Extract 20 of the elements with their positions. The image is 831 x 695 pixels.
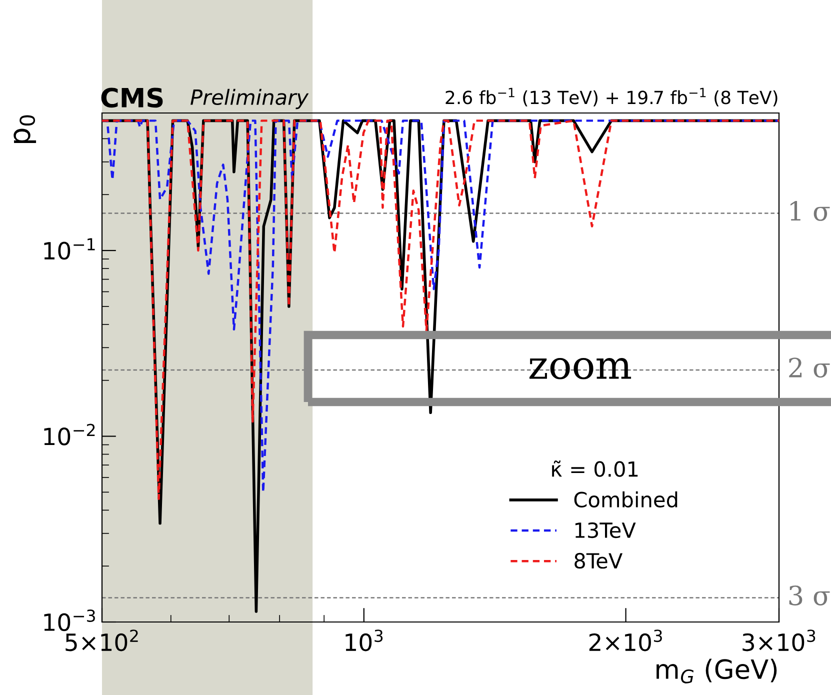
chart-title: CMS xyxy=(101,88,163,108)
y-axis-title: p$_{0}$ xyxy=(14,115,36,144)
y-tick-label: 10$^{−1}$ xyxy=(44,238,95,260)
legend-label: 8TeV xyxy=(574,552,622,569)
ref-line-label: 1 σ xyxy=(790,200,830,221)
x-tick-label: 5×10$^{2}$ xyxy=(66,630,138,652)
y-tick-label: 10$^{−2}$ xyxy=(44,424,95,446)
legend-title: κ̃ = 0.01 xyxy=(552,460,638,477)
x-axis-title: m$_{G}$ (GeV) xyxy=(656,658,777,684)
y-tick-label: 10$^{−3}$ xyxy=(44,609,95,632)
legend-label: 13TeV xyxy=(575,522,636,538)
ref-line-label: 3 σ xyxy=(789,585,830,606)
x-tick-label: 10$^{3}$ xyxy=(346,630,383,652)
text: 2.6 fb$^{−1}$ (13 TeV) + 19.7 fb$^{−1}$ (8 TeV) xyxy=(446,88,778,106)
legend-label: Combined xyxy=(574,491,678,508)
x-tick-label: 3×10$^{3}$ xyxy=(742,630,816,652)
annotation: zoom xyxy=(529,358,632,380)
ref-line-label: 2 σ xyxy=(789,358,830,378)
x-tick-label: 2×10$^{3}$ xyxy=(589,630,662,652)
chart-subtitle: Preliminary xyxy=(190,88,309,110)
